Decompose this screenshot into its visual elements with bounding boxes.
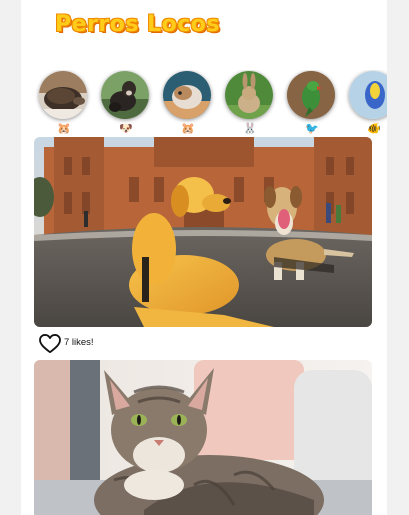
story-avatar[interactable] [101,71,149,119]
hamster-icon: 🐹 [181,123,195,135]
story-item[interactable]: 🐹 [38,70,90,138]
heart-icon[interactable] [39,334,61,354]
feed-photo[interactable] [34,360,372,515]
fish-icon: 🐠 [367,123,381,135]
app-logo: Perros Locos [55,12,220,37]
story-avatar[interactable] [287,71,335,119]
story-item[interactable]: 🐰 [224,70,276,138]
story-avatar[interactable] [225,71,273,119]
hamster-icon: 🐹 [57,123,71,135]
app-screen: Perros Locos 🐹 [21,0,387,515]
story-avatar[interactable] [163,71,211,119]
likes-count: 7 likes! [64,337,94,348]
story-avatar[interactable] [349,71,387,119]
likes-row: 7 likes! [39,334,239,354]
story-item[interactable]: 🐶 [100,70,152,138]
story-avatar[interactable] [39,71,87,119]
rabbit-icon: 🐰 [243,123,257,135]
story-item[interactable]: 🐦 [286,70,338,138]
story-item[interactable]: 🐹 [162,70,214,138]
stories-bar[interactable]: 🐹 🐶 [21,70,387,138]
dog-icon: 🐶 [119,123,133,135]
feed-photo[interactable] [34,137,372,327]
story-item[interactable]: 🐠 [348,70,387,138]
bird-icon: 🐦 [305,123,319,135]
